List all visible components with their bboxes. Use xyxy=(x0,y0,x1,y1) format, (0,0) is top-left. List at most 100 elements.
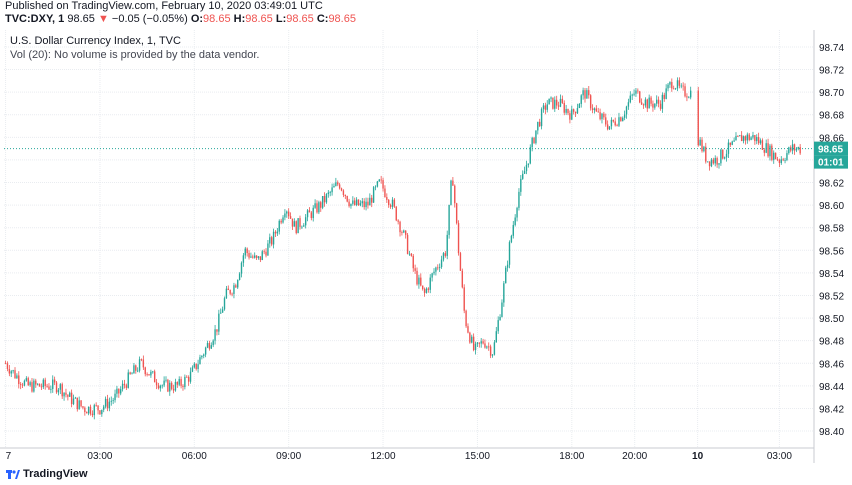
candle-body xyxy=(767,143,769,157)
high-label: H: xyxy=(233,13,246,25)
candle-body xyxy=(103,406,105,410)
candle-body xyxy=(563,102,565,113)
candle-body xyxy=(237,279,239,288)
candle-body xyxy=(471,336,473,343)
candle-body xyxy=(346,195,348,202)
candle-body xyxy=(338,184,341,189)
candle-body xyxy=(231,293,233,295)
candle-body xyxy=(25,378,28,381)
candle-body xyxy=(323,195,326,203)
candle-body xyxy=(342,190,345,195)
candle-body xyxy=(84,407,86,413)
candle-body xyxy=(229,290,231,294)
candle-body xyxy=(257,256,260,258)
candle-body xyxy=(569,113,571,120)
candle-body xyxy=(227,288,229,291)
candle-body xyxy=(167,379,169,392)
candle-body xyxy=(397,220,399,222)
time-tick-label: 12:00 xyxy=(371,451,396,462)
candle-body xyxy=(627,102,630,107)
candle-body xyxy=(731,141,733,145)
candle-body xyxy=(153,371,156,383)
candle-body xyxy=(739,135,741,137)
candle-body xyxy=(599,112,601,120)
candle-body xyxy=(204,347,207,355)
candle-body xyxy=(393,199,396,207)
candle-body xyxy=(608,126,611,130)
candle-body xyxy=(289,216,292,219)
candle-body xyxy=(248,253,250,258)
candle-body xyxy=(705,146,707,162)
candle-body xyxy=(78,400,80,410)
candle-body xyxy=(101,409,103,415)
candle-body xyxy=(712,159,715,164)
candle-body xyxy=(52,379,54,389)
candle-body xyxy=(310,212,313,219)
candle-body xyxy=(378,179,380,182)
candle-body xyxy=(520,178,522,192)
candle-body xyxy=(93,405,95,416)
candle-body xyxy=(631,94,633,96)
chart-grid xyxy=(4,30,814,448)
candle-body xyxy=(620,117,622,122)
candle-body xyxy=(793,144,796,151)
candle-body xyxy=(369,197,371,206)
candle-body xyxy=(55,382,58,393)
candle-body xyxy=(797,147,799,149)
candle-body xyxy=(163,380,165,386)
candle-body xyxy=(710,159,713,167)
candle-body xyxy=(303,225,305,227)
candle-body xyxy=(633,93,635,95)
candle-body xyxy=(65,392,67,395)
price-tick-label: 98.70 xyxy=(819,88,844,99)
candle-body xyxy=(582,90,584,96)
candle-body xyxy=(308,210,311,213)
price-tick-label: 98.40 xyxy=(819,427,844,438)
candle-body xyxy=(423,289,426,293)
candle-body xyxy=(689,90,692,98)
candle-body xyxy=(382,180,384,189)
candle-body xyxy=(421,285,424,290)
candle-body xyxy=(763,149,765,153)
candle-body xyxy=(40,386,43,388)
candle-body xyxy=(6,363,9,370)
candle-body xyxy=(59,384,62,390)
candle-body xyxy=(622,117,624,122)
candle-body xyxy=(263,251,265,253)
candle-body xyxy=(12,370,14,372)
candle-body xyxy=(412,255,414,269)
candle-body xyxy=(457,223,460,254)
candle-body xyxy=(614,121,616,126)
candle-body xyxy=(593,108,596,111)
candle-body xyxy=(74,397,77,399)
candle-body xyxy=(442,253,445,260)
candle-body xyxy=(722,149,724,159)
candle-body xyxy=(193,363,196,368)
candle-body xyxy=(250,256,252,258)
candle-body xyxy=(537,121,539,131)
candle-body xyxy=(716,158,718,165)
candle-body xyxy=(352,200,354,204)
candle-body xyxy=(646,99,648,109)
candle-body xyxy=(4,363,7,365)
price-chart[interactable]: 98.7498.7298.7098.6898.6698.6498.6298.60… xyxy=(0,30,852,463)
candle-body xyxy=(510,235,513,243)
candle-body xyxy=(637,90,639,92)
price-tick-label: 98.72 xyxy=(819,66,844,77)
candle-body xyxy=(778,159,781,164)
candle-body xyxy=(174,381,177,391)
candle-body xyxy=(348,201,350,207)
candle-body xyxy=(108,401,111,409)
candle-body xyxy=(144,367,146,375)
candle-body xyxy=(255,255,258,258)
candle-body xyxy=(142,359,145,368)
candle-body xyxy=(688,97,690,99)
time-axis: 7 03:00 06:00 09:00 12:00 15:00 18:00 20:00 10 03… xyxy=(0,447,814,462)
symbol-label: TVC:DXY, 1 xyxy=(5,13,65,25)
candle-body xyxy=(410,253,413,256)
candle-body xyxy=(50,388,52,390)
candle-body xyxy=(14,370,16,379)
candle-body xyxy=(8,369,11,374)
price-tick-label: 98.42 xyxy=(819,404,844,415)
candle-body xyxy=(403,230,405,233)
